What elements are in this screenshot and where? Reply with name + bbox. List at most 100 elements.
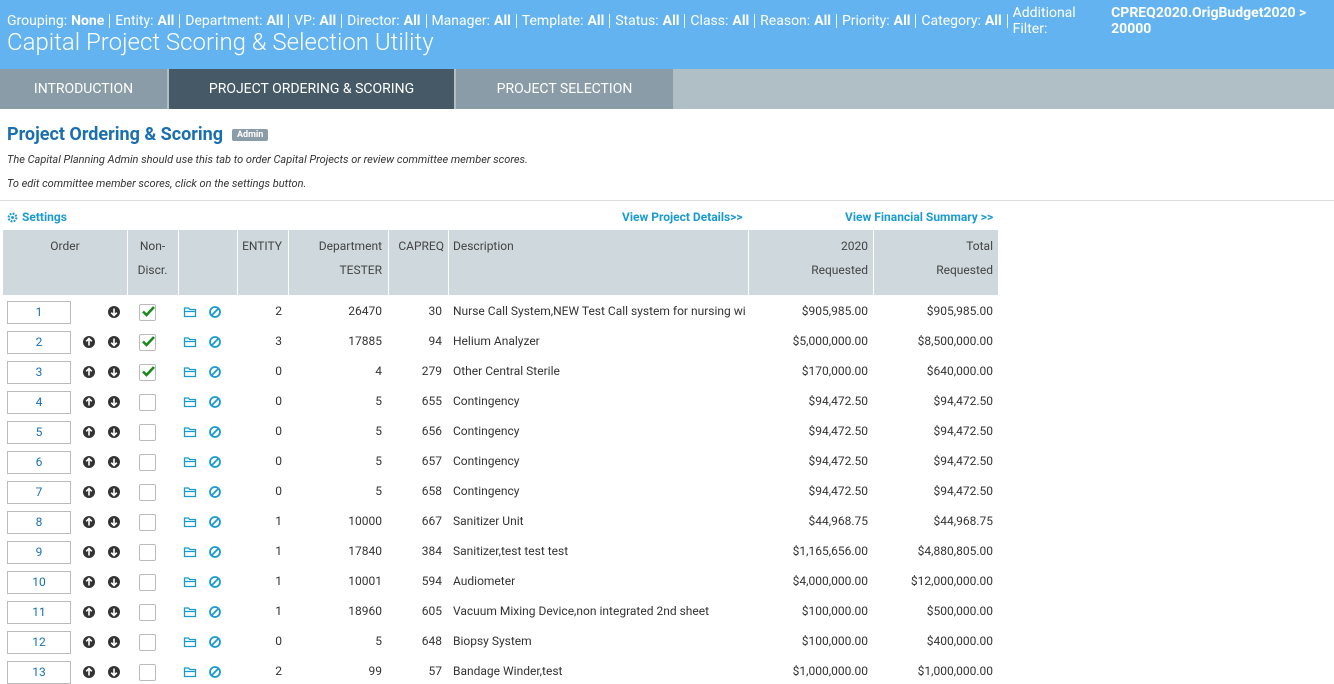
filter-value[interactable]: All — [158, 13, 175, 29]
reject[interactable] — [208, 305, 222, 319]
move-up[interactable] — [82, 335, 96, 349]
reject[interactable] — [208, 365, 222, 379]
move-down[interactable] — [107, 335, 121, 349]
filter-value[interactable]: None — [71, 13, 104, 29]
move-down[interactable] — [107, 665, 121, 679]
reject[interactable] — [208, 575, 222, 589]
checkmark[interactable] — [141, 364, 155, 378]
checkmark[interactable] — [141, 304, 155, 318]
open-folder[interactable] — [183, 305, 197, 319]
filter-value[interactable]: CPREQ2020.OrigBudget2020 > 20000 — [1111, 5, 1334, 37]
reject[interactable] — [208, 635, 222, 649]
move-down[interactable] — [107, 425, 121, 439]
reject[interactable] — [208, 545, 222, 559]
order-input[interactable]: 12 — [7, 631, 71, 654]
move-down[interactable] — [107, 635, 121, 649]
move-down[interactable] — [107, 515, 121, 529]
reject[interactable] — [208, 605, 222, 619]
checkmark[interactable] — [141, 334, 155, 348]
open-folder[interactable] — [183, 395, 197, 409]
open-folder[interactable] — [183, 605, 197, 619]
move-up[interactable] — [82, 395, 96, 409]
gear-icon[interactable] — [7, 212, 18, 223]
move-down[interactable] — [107, 605, 121, 619]
filter-value[interactable]: All — [814, 13, 831, 29]
open-folder[interactable] — [183, 515, 197, 529]
department-cell: 10001 — [288, 574, 382, 588]
filter-value[interactable]: All — [985, 13, 1002, 29]
move-down[interactable] — [107, 545, 121, 559]
move-down[interactable] — [107, 305, 121, 319]
move-down[interactable] — [107, 455, 121, 469]
reject[interactable] — [208, 395, 222, 409]
order-input[interactable]: 8 — [7, 511, 71, 534]
open-folder[interactable] — [183, 665, 197, 679]
move-down[interactable] — [107, 485, 121, 499]
checkbox[interactable] — [139, 634, 156, 651]
move-down[interactable] — [107, 395, 121, 409]
order-input[interactable]: 10 — [7, 571, 71, 594]
open-folder[interactable] — [183, 335, 197, 349]
order-input[interactable]: 2 — [7, 331, 71, 354]
checkbox[interactable] — [139, 574, 156, 591]
tab[interactable]: PROJECT SELECTION — [456, 69, 673, 109]
open-folder[interactable] — [183, 485, 197, 499]
filter-value[interactable]: All — [663, 13, 680, 29]
checkbox[interactable] — [139, 484, 156, 501]
checkbox[interactable] — [139, 664, 156, 681]
open-folder[interactable] — [183, 575, 197, 589]
financial-link[interactable]: View Financial Summary >> — [845, 210, 993, 224]
filter-value[interactable]: All — [587, 13, 604, 29]
reject[interactable] — [208, 665, 222, 679]
open-folder[interactable] — [183, 545, 197, 559]
move-up[interactable] — [82, 515, 96, 529]
order-input[interactable]: 9 — [7, 541, 71, 564]
move-down[interactable] — [107, 575, 121, 589]
filter-value[interactable]: All — [894, 13, 911, 29]
move-up[interactable] — [82, 425, 96, 439]
open-folder[interactable] — [183, 635, 197, 649]
checkbox[interactable] — [139, 544, 156, 561]
reject[interactable] — [208, 425, 222, 439]
order-input[interactable]: 4 — [7, 391, 71, 414]
filter-value[interactable]: All — [732, 13, 749, 29]
reject[interactable] — [208, 335, 222, 349]
move-up[interactable] — [82, 665, 96, 679]
open-folder[interactable] — [183, 365, 197, 379]
description-cell: Sanitizer,test test test — [453, 544, 748, 558]
checkbox[interactable] — [139, 454, 156, 471]
folder — [185, 398, 196, 407]
checkbox[interactable] — [139, 604, 156, 621]
filter-value[interactable]: All — [494, 13, 511, 29]
move-up[interactable] — [82, 485, 96, 499]
checkbox[interactable] — [139, 424, 156, 441]
settings-link[interactable]: Settings — [22, 210, 67, 224]
order-input[interactable]: 3 — [7, 361, 71, 384]
checkbox[interactable] — [139, 514, 156, 531]
order-input[interactable]: 1 — [7, 301, 71, 324]
order-input[interactable]: 7 — [7, 481, 71, 504]
move-up[interactable] — [82, 575, 96, 589]
open-folder[interactable] — [183, 455, 197, 469]
move-up[interactable] — [82, 635, 96, 649]
move-up[interactable] — [82, 455, 96, 469]
reject[interactable] — [208, 515, 222, 529]
filter-value[interactable]: All — [266, 13, 283, 29]
move-up[interactable] — [82, 365, 96, 379]
column-header: Discr. — [127, 263, 178, 277]
reject[interactable] — [208, 455, 222, 469]
checkbox[interactable] — [139, 394, 156, 411]
order-input[interactable]: 5 — [7, 421, 71, 444]
move-down[interactable] — [107, 365, 121, 379]
details-link[interactable]: View Project Details>> — [622, 210, 743, 224]
filter-value[interactable]: All — [319, 13, 336, 29]
reject[interactable] — [208, 485, 222, 499]
order-input[interactable]: 11 — [7, 601, 71, 624]
open-folder[interactable] — [183, 425, 197, 439]
tab[interactable]: INTRODUCTION — [0, 69, 167, 109]
filter-value[interactable]: All — [404, 13, 421, 29]
move-up[interactable] — [82, 545, 96, 559]
order-input[interactable]: 6 — [7, 451, 71, 474]
move-up[interactable] — [82, 605, 96, 619]
tab[interactable]: PROJECT ORDERING & SCORING — [169, 69, 454, 109]
